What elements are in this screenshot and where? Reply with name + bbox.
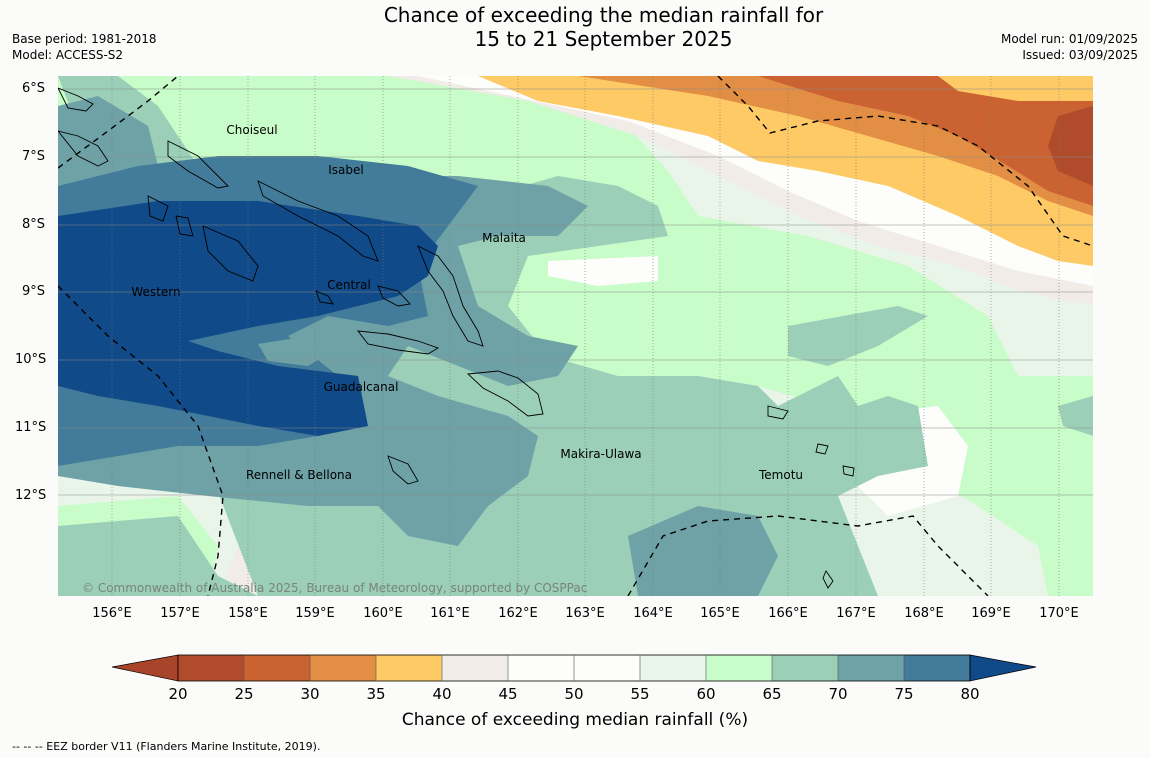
eez-legend-note: -- -- -- EEZ border V11 (Flanders Marine… bbox=[12, 740, 321, 753]
colorbar-swatch bbox=[178, 655, 244, 681]
lat-label: 6°S bbox=[22, 81, 46, 96]
place-label-makira-ulawa[interactable]: Makira-Ulawa bbox=[560, 447, 642, 461]
lat-label: 8°S bbox=[22, 217, 46, 232]
place-label-isabel[interactable]: Isabel bbox=[328, 163, 364, 177]
map-frame[interactable] bbox=[58, 76, 1093, 596]
colorbar-swatch bbox=[706, 655, 772, 681]
title-line-1: Chance of exceeding the median rainfall … bbox=[383, 3, 824, 27]
colorbar-swatch bbox=[244, 655, 310, 681]
colorbar-dividers bbox=[243, 655, 905, 681]
colorbar-tick: 70 bbox=[828, 685, 848, 703]
colorbar-tick: 50 bbox=[564, 685, 584, 703]
lon-label: 159°E bbox=[295, 606, 335, 621]
copyright-notice: © Commonwealth of Australia 2025, Bureau… bbox=[82, 581, 588, 595]
fill-over-80 bbox=[58, 201, 438, 436]
colorbar bbox=[112, 654, 1037, 682]
title-line-2: 15 to 21 September 2025 bbox=[474, 27, 733, 51]
fill-inner-patch bbox=[258, 336, 333, 366]
colorbar-swatch bbox=[508, 655, 574, 681]
model-run: Model run: 01/09/2025 bbox=[1000, 32, 1138, 46]
lat-label: 9°S bbox=[22, 284, 46, 299]
meta-right: Model run: 01/09/2025 Issued: 03/09/2025 bbox=[1001, 31, 1138, 63]
place-label-western[interactable]: Western bbox=[131, 285, 181, 299]
place-label-temotu[interactable]: Temotu bbox=[758, 468, 804, 482]
fill-70-75-south bbox=[628, 506, 778, 596]
lon-label: 157°E bbox=[160, 606, 200, 621]
lon-label: 165°E bbox=[700, 606, 740, 621]
colorbar-under-arrow bbox=[112, 654, 179, 682]
lon-label: 160°E bbox=[363, 606, 403, 621]
lon-label: 162°E bbox=[498, 606, 538, 621]
colorbar-over-arrow bbox=[969, 654, 1037, 682]
map-title: Chance of exceeding the median rainfall … bbox=[0, 3, 1150, 51]
fill-65-70-east bbox=[788, 306, 928, 366]
colorbar-tick: 45 bbox=[498, 685, 518, 703]
colorbar-tick: 40 bbox=[432, 685, 452, 703]
lon-label: 158°E bbox=[228, 606, 268, 621]
place-label-guadalcanal[interactable]: Guadalcanal bbox=[323, 380, 399, 394]
lat-label: 11°S bbox=[15, 420, 47, 435]
colorbar-label: Chance of exceeding median rainfall (%) bbox=[401, 710, 749, 730]
fill-white-patch bbox=[548, 256, 658, 286]
base-period: Base period: 1981-2018 bbox=[12, 32, 157, 46]
lon-label: 170°E bbox=[1039, 606, 1079, 621]
colorbar-tick: 60 bbox=[696, 685, 716, 703]
lat-lines bbox=[58, 88, 1093, 496]
colorbar-swatch bbox=[310, 655, 376, 681]
place-label-choiseul[interactable]: Choiseul bbox=[226, 123, 278, 137]
coastlines bbox=[58, 87, 855, 589]
lon-label: 168°E bbox=[904, 606, 944, 621]
colorbar-tick: 20 bbox=[168, 685, 188, 703]
colorbar-swatch bbox=[376, 655, 442, 681]
meta-left: Base period: 1981-2018 Model: ACCESS-S2 bbox=[12, 31, 157, 63]
lon-label: 163°E bbox=[565, 606, 605, 621]
eez-borders[interactable] bbox=[58, 76, 1093, 596]
lat-label: 12°S bbox=[15, 488, 47, 503]
lon-label: 156°E bbox=[92, 606, 132, 621]
issued-date: Issued: 03/09/2025 bbox=[1022, 48, 1138, 62]
forecast-map bbox=[58, 76, 1093, 596]
colorbar-tick: 75 bbox=[894, 685, 914, 703]
lon-label: 167°E bbox=[836, 606, 876, 621]
colorbar-tick: 55 bbox=[630, 685, 650, 703]
lon-label: 161°E bbox=[430, 606, 470, 621]
colorbar-swatch bbox=[442, 655, 508, 681]
place-label-central[interactable]: Central bbox=[327, 278, 371, 292]
colorbar-tick: 25 bbox=[234, 685, 254, 703]
colorbar-swatch bbox=[838, 655, 904, 681]
fill-65-70-fareast bbox=[1058, 396, 1093, 436]
colorbar-swatch bbox=[574, 655, 640, 681]
colorbar-swatch bbox=[904, 655, 970, 681]
place-label-rennell-bellona[interactable]: Rennell & Bellona bbox=[245, 468, 353, 482]
colorbar-swatch bbox=[640, 655, 706, 681]
place-label-malaita[interactable]: Malaita bbox=[482, 231, 526, 245]
colorbar-tick: 35 bbox=[366, 685, 386, 703]
lat-label: 7°S bbox=[22, 149, 46, 164]
colorbar-tick: 30 bbox=[300, 685, 320, 703]
colorbar-swatch bbox=[772, 655, 838, 681]
fill-25-30 bbox=[758, 76, 1093, 206]
lon-label: 166°E bbox=[768, 606, 808, 621]
lon-label: 164°E bbox=[633, 606, 673, 621]
model-name: Model: ACCESS-S2 bbox=[12, 48, 124, 62]
fill-35-40-ne bbox=[938, 76, 1093, 101]
colorbar-tick: 65 bbox=[762, 685, 782, 703]
colorbar-tick: 80 bbox=[960, 685, 980, 703]
lat-label: 10°S bbox=[15, 352, 47, 367]
lon-label: 169°E bbox=[971, 606, 1011, 621]
